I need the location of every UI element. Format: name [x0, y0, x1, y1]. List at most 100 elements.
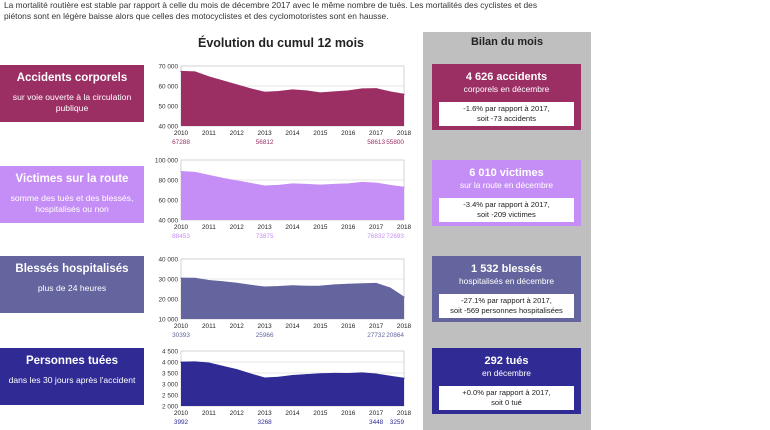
- blesses-change-pct: -27.1% par rapport à 2017,: [461, 296, 552, 305]
- data-point: [389, 287, 391, 289]
- victimes-change-abs: soit -209 victimes: [477, 210, 536, 219]
- tues-summary-box: 292 tués en décembre +0.0% par rapport à…: [432, 348, 581, 414]
- x-tick-label: 2011: [202, 323, 216, 330]
- data-point: [305, 285, 308, 287]
- accidents-count-caption: corporels en décembre: [463, 84, 550, 94]
- data-point: [264, 377, 266, 379]
- victimes-label-box: Victimes sur la route somme des tués et …: [0, 166, 144, 223]
- accidents-change-box: -1.6% par rapport à 2017, soit -73 accid…: [439, 102, 574, 126]
- blesses-subtitle: plus de 24 heures: [37, 283, 107, 293]
- data-label: 25966: [256, 332, 274, 339]
- data-point: [236, 282, 238, 284]
- data-point: [208, 362, 210, 364]
- x-tick-label: 2015: [313, 224, 328, 231]
- victimes-chart: 40 000 60 000 80 000 100 000 2010 2011 2012 201…: [155, 158, 412, 241]
- y-tick-label: 4 500: [162, 349, 178, 356]
- x-tick-label: 2015: [313, 323, 328, 330]
- data-point: [389, 91, 391, 93]
- data-point: [236, 180, 238, 182]
- blesses-label-box: Blessés hospitalisés plus de 24 heures: [0, 256, 144, 313]
- data-point: [361, 372, 363, 374]
- data-point: [180, 70, 182, 73]
- data-point: [305, 90, 308, 92]
- data-label: 27732: [367, 332, 385, 339]
- blesses-chart: 10 000 20 000 30 000 40 000 2010 2011 2012 2013…: [158, 257, 411, 340]
- x-tick-label: 2013: [258, 410, 273, 417]
- x-tick-label: 2016: [341, 130, 356, 137]
- blesses-change-abs: soit -569 personnes hospitalisées: [450, 306, 563, 315]
- data-point: [180, 277, 182, 279]
- data-point: [291, 183, 294, 185]
- victimes-title: Victimes sur la route: [15, 173, 129, 185]
- data-point: [180, 170, 182, 173]
- data-point: [236, 84, 238, 86]
- accidents-change-abs: soit -73 accidents: [476, 114, 537, 123]
- data-point: [194, 71, 196, 73]
- y-tick-label: 2 000: [162, 404, 178, 411]
- x-tick-label: 2013: [258, 224, 273, 231]
- data-point: [333, 183, 335, 186]
- x-tick-label: 2017: [369, 130, 384, 137]
- x-tick-label: 2010: [174, 224, 189, 231]
- data-point: [375, 182, 377, 184]
- data-point: [305, 374, 308, 376]
- tues-count: 292 tués: [484, 355, 529, 367]
- data-point: [291, 285, 294, 287]
- data-label: 67288: [172, 139, 190, 146]
- data-point: [277, 376, 280, 378]
- x-tick-label: 2017: [369, 410, 384, 417]
- data-point: [291, 89, 294, 91]
- tues-change-pct: +0.0% par rapport à 2017,: [462, 388, 551, 397]
- accidents-subtitle: sur voie ouverte à la circulation publiq…: [12, 92, 132, 113]
- tues-change-box: +0.0% par rapport à 2017, soit 0 tué: [439, 386, 574, 410]
- data-point: [250, 373, 252, 375]
- evolution-title: Évolution du cumul 12 mois: [198, 36, 364, 50]
- data-point: [403, 377, 405, 379]
- y-tick-label: 3 000: [162, 382, 178, 389]
- tues-title: Personnes tuées: [25, 355, 119, 367]
- data-point: [319, 285, 321, 287]
- victimes-subtitle: somme des tués et des blessés, hospitali…: [10, 193, 134, 214]
- victimes-change-pct: -3.4% par rapport à 2017,: [463, 200, 550, 209]
- data-point: [264, 91, 266, 93]
- data-point: [333, 284, 335, 286]
- y-tick-label: 10 000: [158, 317, 178, 324]
- y-tick-label: 100 000: [155, 158, 179, 165]
- victimes-change-box: -3.4% par rapport à 2017, soit -209 vict…: [439, 198, 574, 222]
- x-tick-label: 2015: [313, 130, 328, 137]
- tues-subtitle: dans les 30 jours après l'accident: [8, 375, 136, 385]
- data-point: [403, 186, 405, 188]
- accidents-summary-box: 4 626 accidents corporels en décembre -1…: [432, 64, 581, 130]
- bilan-title: Bilan du mois: [470, 36, 544, 48]
- data-point: [389, 184, 391, 187]
- x-tick-label: 2018: [397, 130, 412, 137]
- accidents-change-pct: -1.6% par rapport à 2017,: [463, 104, 550, 113]
- data-point: [375, 282, 377, 285]
- victimes-count: 6 010 victimes: [469, 167, 544, 179]
- data-point: [222, 80, 224, 82]
- data-label: 72693: [386, 233, 404, 240]
- x-tick-label: 2014: [285, 130, 300, 137]
- data-point: [208, 280, 210, 282]
- data-point: [347, 90, 349, 92]
- data-point: [361, 283, 363, 285]
- intro-text: La mortalité routière est stable par rap…: [4, 0, 538, 21]
- tues-label-box: Personnes tuées dans les 30 jours après …: [0, 348, 144, 405]
- x-tick-label: 2017: [369, 323, 384, 330]
- x-tick-label: 2010: [174, 323, 189, 330]
- data-label: 76832: [367, 233, 385, 240]
- y-tick-label: 70 000: [158, 64, 178, 71]
- y-tick-label: 3 500: [162, 371, 178, 378]
- data-point: [347, 373, 349, 375]
- data-point: [361, 181, 363, 184]
- x-tick-label: 2010: [174, 410, 189, 417]
- data-point: [222, 281, 224, 283]
- accidents-chart: 40 000 50 000 60 000 70 000 2010 2011 2012 2013…: [158, 64, 412, 147]
- y-tick-label: 30 000: [158, 277, 178, 284]
- x-tick-label: 2015: [313, 410, 328, 417]
- data-point: [222, 365, 224, 367]
- area-series: [181, 362, 404, 406]
- data-point: [277, 184, 280, 187]
- accidents-title: Accidents corporels: [16, 72, 128, 84]
- data-point: [264, 185, 266, 187]
